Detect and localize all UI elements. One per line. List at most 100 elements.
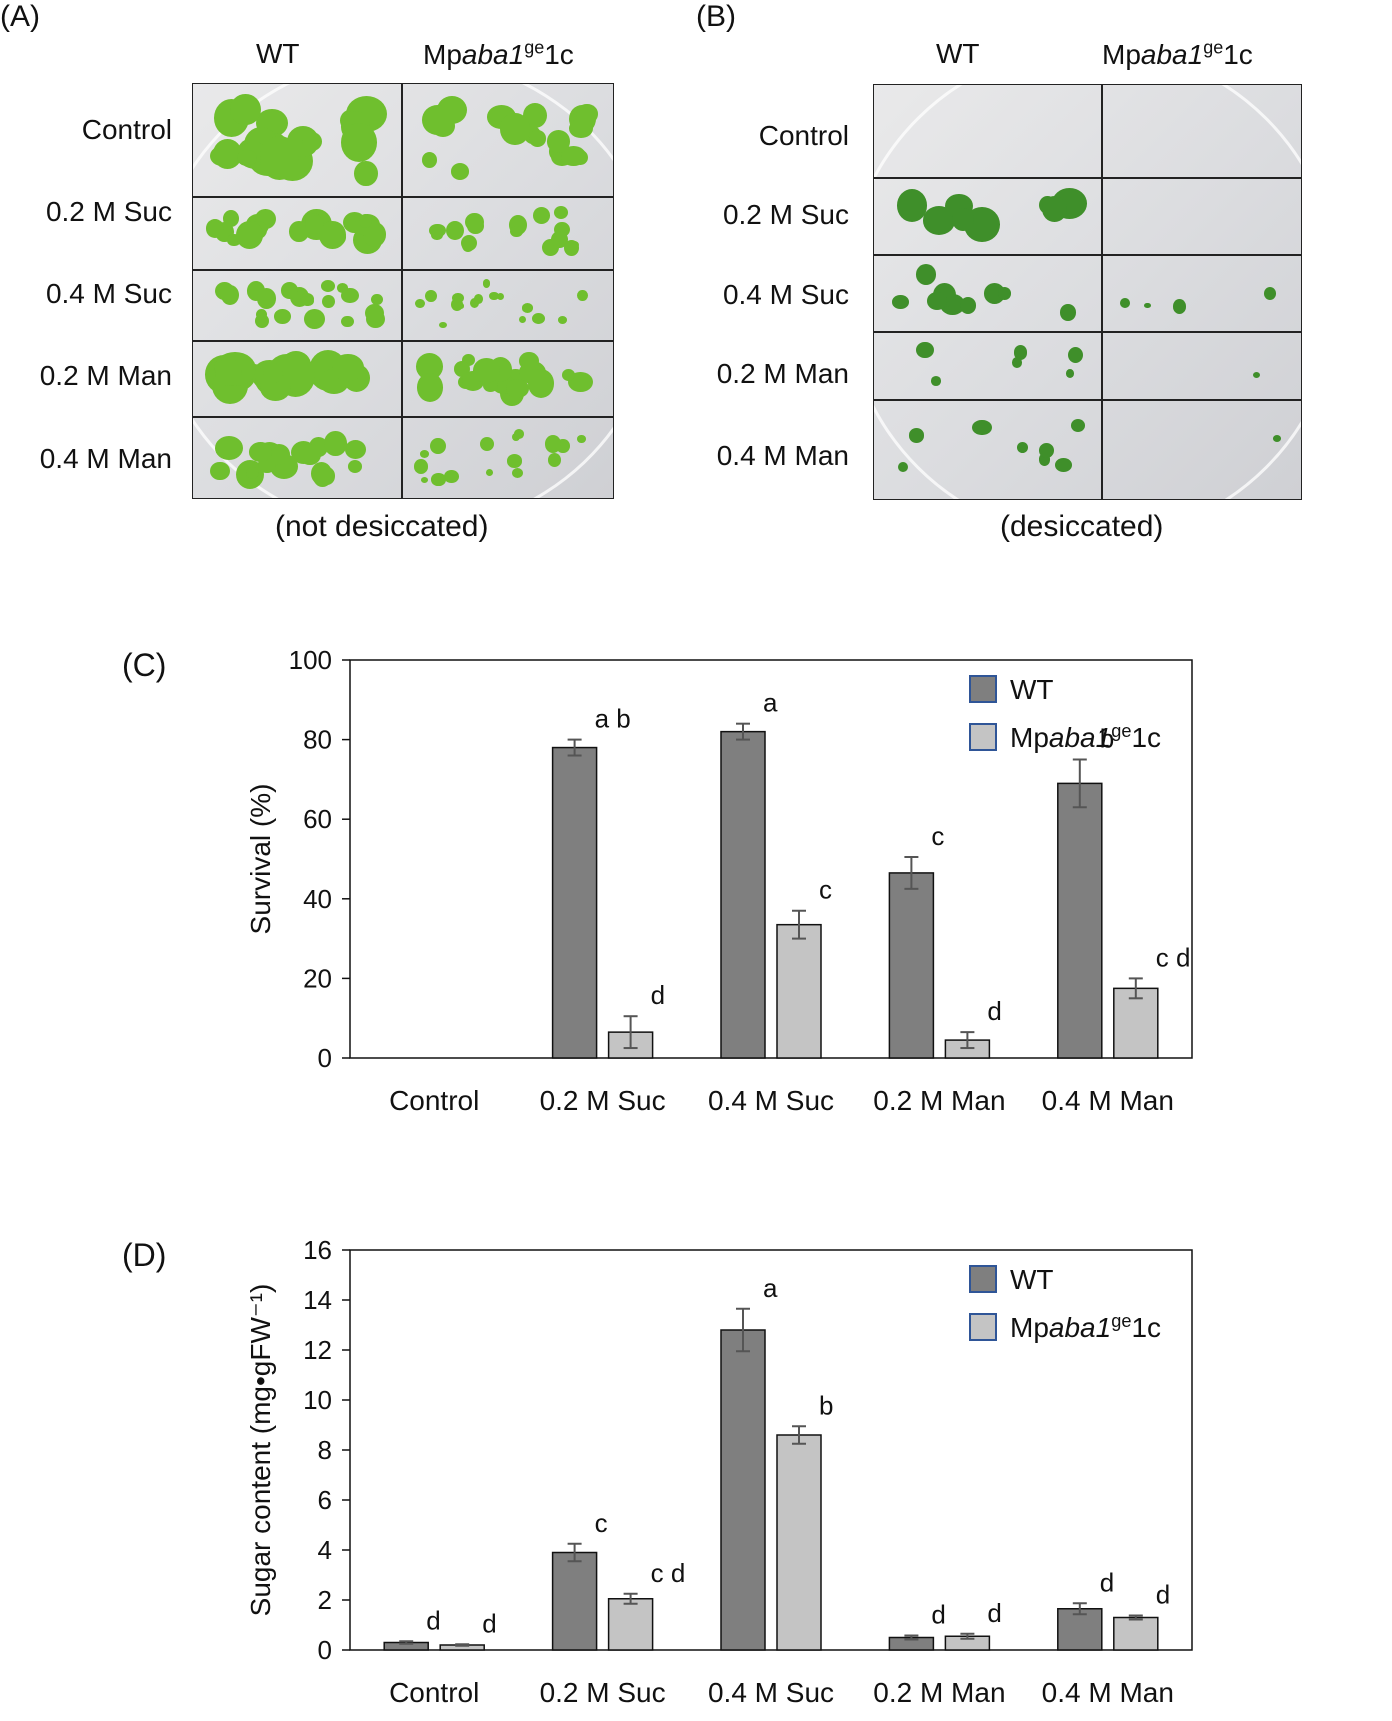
panel-a-row-label: 0.2 M Man <box>39 360 172 391</box>
dish-grid-line <box>193 416 613 418</box>
plant-colony <box>365 303 385 323</box>
panel-label: (D) <box>122 1237 166 1273</box>
significance-letter: c <box>819 875 832 905</box>
plant-colony <box>1071 418 1086 432</box>
sugar-content-chart: (D) 0 2 4 6 8 10 12 14 16 Sugar content (mg•gFW⁻¹)… <box>122 1235 1193 1708</box>
x-category-label: 0.4 M Man <box>1042 1677 1174 1708</box>
significance-letter: c d <box>651 1558 686 1588</box>
y-tick-label: 100 <box>289 645 332 675</box>
plant-colony <box>303 309 325 329</box>
legend-label: Mpaba1ge1c <box>1010 1311 1161 1343</box>
y-tick-label: 4 <box>318 1535 332 1565</box>
legend-label: WT <box>1010 1264 1054 1295</box>
panel-b-label: (B) <box>696 0 736 33</box>
y-tick-label: 14 <box>303 1285 332 1315</box>
legend-label: Mpaba1ge1c <box>1010 721 1161 753</box>
plant-colony <box>523 102 547 128</box>
panel-b-row-label: Control <box>758 120 849 151</box>
plant-colony <box>521 303 534 313</box>
bar <box>607 1598 654 1651</box>
plant-colony <box>235 221 263 249</box>
plant-colony <box>561 368 575 381</box>
plant-colony <box>413 459 428 474</box>
plant-colony <box>439 322 447 329</box>
plant-colony <box>358 214 373 229</box>
x-category-label: Control <box>389 1677 479 1708</box>
dish-grid-line <box>874 331 1301 333</box>
bar <box>1113 987 1159 1059</box>
plant-colony <box>1016 442 1028 454</box>
panel-label: (C) <box>122 647 166 683</box>
panel-b-row-label: 0.4 M Man <box>716 440 849 471</box>
plant-colony <box>420 476 429 483</box>
x-category-label: 0.4 M Suc <box>708 1677 834 1708</box>
panel-b-row-label: 0.2 M Suc <box>722 199 849 230</box>
y-tick-label: 0 <box>318 1043 332 1073</box>
significance-letter: d <box>987 1598 1001 1628</box>
plant-colony <box>321 294 336 309</box>
y-tick-label: 0 <box>318 1635 332 1665</box>
plant-colony <box>259 136 300 180</box>
plant-colony <box>344 440 366 460</box>
plant-colony <box>1263 287 1276 301</box>
plant-colony <box>577 435 586 443</box>
plant-colony <box>533 206 551 224</box>
plant-colony <box>528 130 546 147</box>
bar <box>720 730 766 1059</box>
plant-colony <box>514 429 525 439</box>
plant-colony <box>897 461 909 473</box>
plant-colony <box>1067 346 1083 363</box>
plant-colony <box>236 149 257 166</box>
plant-colony <box>518 316 526 324</box>
y-tick-label: 40 <box>303 884 332 914</box>
y-tick-label: 2 <box>318 1585 332 1615</box>
plant-colony <box>1173 299 1187 314</box>
plant-colony <box>892 295 909 309</box>
panel-a-header-mutant-text: Mpaba1ge1c <box>423 38 574 71</box>
plant-colony <box>1041 195 1068 223</box>
x-category-label: Control <box>389 1085 479 1116</box>
significance-letter: c <box>931 821 944 851</box>
bar <box>551 1551 598 1651</box>
plant-colony <box>908 428 925 443</box>
significance-letter: b <box>819 1390 833 1420</box>
plant-colony <box>304 214 325 234</box>
plant-colony <box>479 436 495 451</box>
plant-colony <box>324 431 347 456</box>
plant-colony <box>444 470 459 484</box>
plant-colony <box>564 240 579 257</box>
plant-colony <box>1038 443 1054 459</box>
plant-colony <box>299 443 321 465</box>
plant-colony <box>485 469 494 477</box>
plant-colony <box>429 223 447 238</box>
plot-frame <box>349 659 1193 1059</box>
significance-letter: d <box>1156 1580 1170 1610</box>
plant-colony <box>926 292 947 310</box>
plant-colony <box>1144 302 1152 309</box>
plant-colony <box>255 309 267 321</box>
plant-colony <box>1013 345 1028 361</box>
plant-colony <box>263 363 283 383</box>
significance-letter: a b <box>595 704 631 734</box>
plant-colony <box>210 461 230 481</box>
plant-colony <box>460 234 477 251</box>
plant-colony <box>450 163 470 180</box>
x-category-label: 0.2 M Man <box>873 1677 1005 1708</box>
plant-colony <box>548 452 562 467</box>
plant-colony <box>1055 457 1073 472</box>
plant-colony <box>511 468 523 479</box>
plant-colony <box>289 221 309 242</box>
panel-a-row-label: 0.4 M Suc <box>45 278 172 309</box>
plant-colony <box>997 287 1012 300</box>
panel-a-row-label: Control <box>81 114 172 145</box>
legend-label: WT <box>1010 674 1054 705</box>
plant-colony <box>301 295 314 307</box>
plant-colony <box>205 219 224 238</box>
plant-colony <box>256 287 277 309</box>
plant-colony <box>431 473 446 486</box>
plant-colony <box>347 460 363 473</box>
significance-letter: a <box>763 1273 778 1303</box>
plant-colony <box>972 419 992 436</box>
legend-swatch <box>969 723 997 751</box>
dish-grid-line <box>1101 85 1103 499</box>
